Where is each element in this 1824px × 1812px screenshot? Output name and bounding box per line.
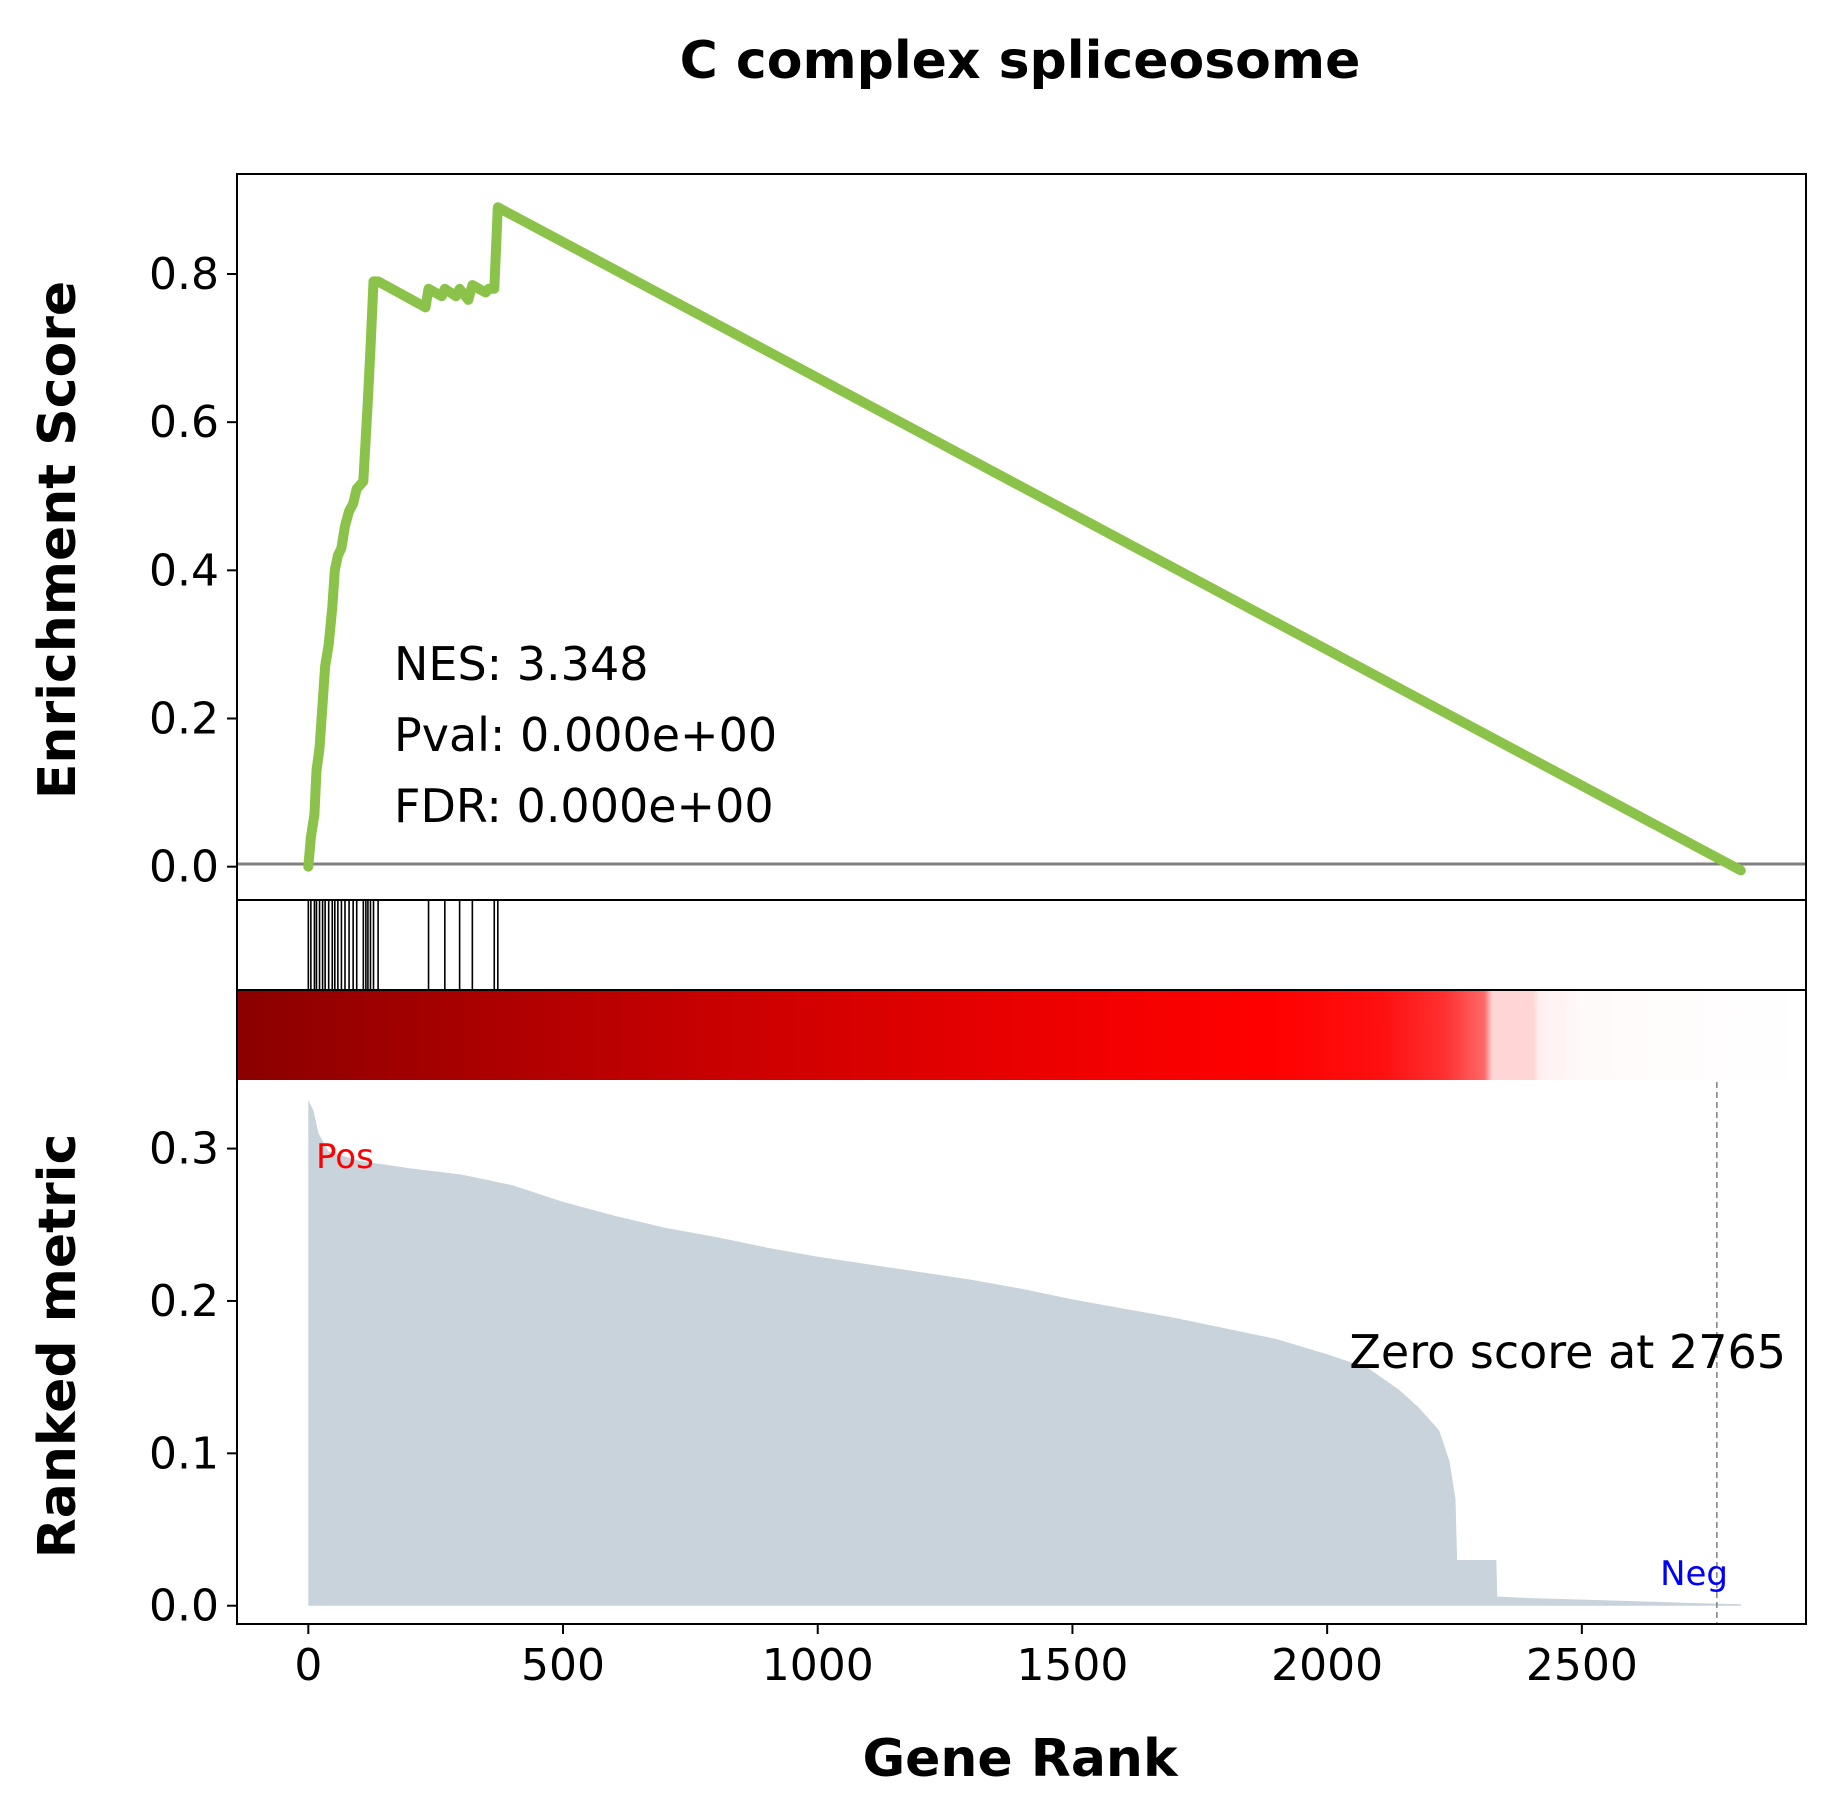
x-tick-label: 2000 xyxy=(1271,1640,1383,1691)
enrichment-panel: 0.0 0.2 0.4 0.6 0.8 NES: 3.348 Pval: 0.000e+… xyxy=(149,173,1807,901)
chart-title: C complex spliceosome xyxy=(680,31,1361,91)
metric-y-tick-label: 0.1 xyxy=(149,1428,219,1479)
nes-annotation: NES: 3.348 xyxy=(394,637,648,691)
es-curve xyxy=(303,202,1746,876)
zero-score-label: Zero score at 2765 xyxy=(1349,1325,1786,1379)
metric-y-tick-label: 0.2 xyxy=(149,1276,219,1327)
es-y-axis-label: Enrichment Score xyxy=(28,281,88,799)
pos-label: Pos xyxy=(316,1137,374,1177)
es-y-tick-label: 0.8 xyxy=(149,249,219,300)
es-y-ticks: 0.0 0.2 0.4 0.6 0.8 xyxy=(149,249,237,893)
neg-label: Neg xyxy=(1660,1554,1728,1594)
x-axis-label: Gene Rank xyxy=(862,1729,1178,1789)
metric-y-tick-label: 0.3 xyxy=(149,1124,219,1175)
ranked-metric-area xyxy=(308,1099,1741,1606)
metric-y-axis-label: Ranked metric xyxy=(28,1134,88,1559)
x-tick-label: 500 xyxy=(521,1640,605,1691)
es-y-tick-label: 0.4 xyxy=(149,545,219,596)
metric-panel: 0.0 0.1 0.2 0.3 Zero score at 2765 Pos Neg xyxy=(149,1082,1786,1632)
x-tick-label: 2500 xyxy=(1526,1640,1638,1691)
x-axis-ticks: 0 500 1000 1500 2000 2500 xyxy=(294,1624,1638,1691)
x-tick-label: 0 xyxy=(294,1640,322,1691)
fdr-annotation: FDR: 0.000e+00 xyxy=(394,779,774,833)
x-tick-label: 1000 xyxy=(762,1640,874,1691)
es-y-tick-label: 0.2 xyxy=(149,694,219,745)
pval-annotation: Pval: 0.000e+00 xyxy=(394,708,777,762)
metric-y-tick-label: 0.0 xyxy=(149,1581,219,1632)
rank-heatmap xyxy=(237,990,1806,1080)
es-y-tick-label: 0.0 xyxy=(149,842,219,893)
metric-y-ticks: 0.0 0.1 0.2 0.3 xyxy=(149,1124,237,1632)
metric-panel-frame xyxy=(236,989,1807,1625)
hit-lines xyxy=(307,900,499,990)
es-y-tick-label: 0.6 xyxy=(149,397,219,448)
hits-panel xyxy=(236,899,1807,991)
x-tick-label: 1500 xyxy=(1016,1640,1128,1691)
